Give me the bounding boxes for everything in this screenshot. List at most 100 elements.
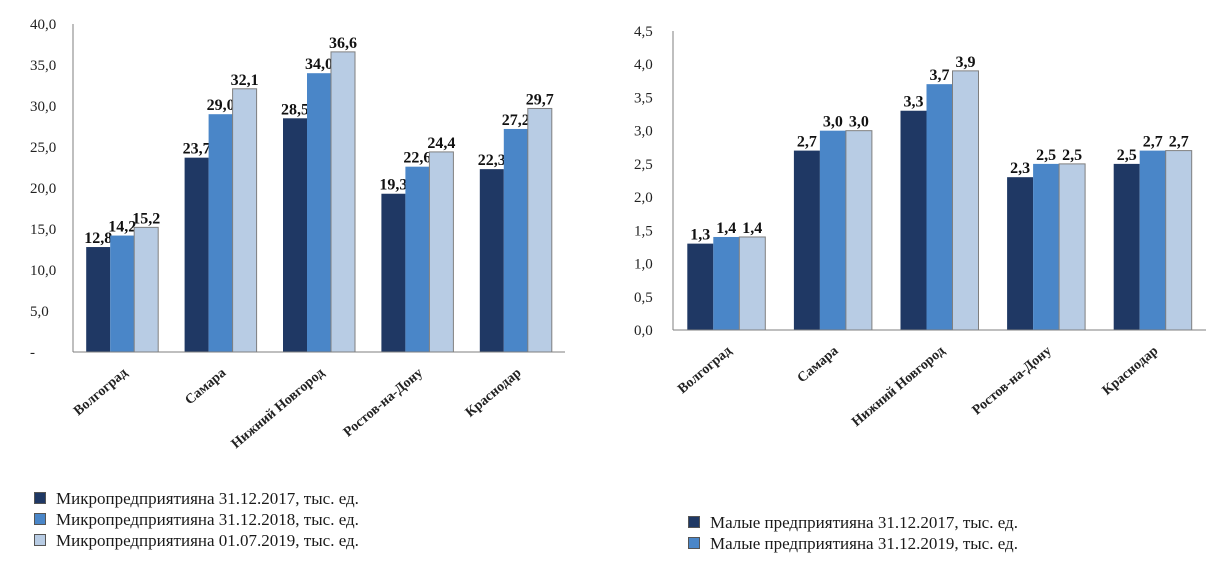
legend-swatch [688,516,700,528]
y-tick-label: - [30,345,35,361]
micro-enterprises-chart-svg: - 5,0 10,0 15,0 20,0 25,0 30,0 35,0 40,0 12,814,2… [30,17,565,452]
data-label: 3,3 [904,94,924,111]
y-tick-label: 3,0 [634,124,653,140]
micro-bar-rostov-on-don-s3 [428,151,454,353]
small-bar-volgograd-s3 [738,236,766,331]
data-label: 32,1 [231,72,259,89]
data-label: 15,2 [132,210,160,227]
small-bar-nizhny-novgorod-s3 [952,70,979,331]
small-bar-samara-s2 [819,130,846,330]
x-tick-label: Ростов-на-Дону [970,344,1055,419]
data-label: 36,6 [329,35,357,52]
micro-bar-volgograd-s2 [110,235,135,352]
small-enterprises-chart: 0,0 0,5 1,0 1,5 2,0 2,5 3,0 3,5 4,0 4,5 1,3 1,4 1,4 В… [606,0,1212,569]
small-bar-rostov-on-don-s1 [1007,177,1034,330]
data-label: 2,5 [1062,147,1082,164]
small-bar-rostov-on-don-s2 [1033,163,1060,330]
y-tick-label: 4,0 [634,57,653,73]
small-bar-krasnodar-s3 [1165,150,1193,331]
legend-swatch [688,537,700,549]
legend-label: Микропредприятияна 31.12.2017, тыс. ед. [56,489,359,508]
data-label: 34,0 [305,56,333,73]
y-tick-label: 1,0 [634,257,653,273]
data-label: 2,7 [1169,134,1189,151]
micro-bar-rostov-on-don-s1 [381,193,406,352]
x-tick-label: Волгоград [675,344,735,397]
micro-enterprises-legend: Микропредприятияна 31.12.2017, тыс. ед. … [34,488,359,551]
x-tick-label: Самара [182,366,229,409]
data-label: 19,3 [379,177,407,194]
y-tick-label: 3,5 [634,90,653,106]
small-bar-krasnodar-s1 [1113,163,1140,330]
micro-bar-krasnodar-s2 [503,128,528,352]
data-label: 2,7 [1143,134,1163,151]
data-label: 29,0 [207,97,235,114]
micro-bar-samara-s3 [232,88,258,353]
legend-item-micro-2017: Микропредприятияна 31.12.2017, тыс. ед. [34,488,359,509]
legend-item-micro-2019: Микропредприятияна 01.07.2019, тыс. ед. [34,530,359,551]
small-bar-volgograd-s2 [713,236,740,330]
small-enterprises-legend: Малые предприятияна 31.12.2017, тыс. ед.… [688,512,1018,554]
y-tick-label: 5,0 [30,304,49,320]
micro-bar-volgograd-s1 [86,247,111,352]
data-label: 27,2 [502,112,530,129]
x-tick-label: Краснодар [463,365,525,420]
y-tick-label: 1,5 [634,223,653,239]
data-label: 2,7 [797,134,817,151]
x-tick-label: Волгоград [71,366,131,419]
data-label: 1,4 [716,220,736,237]
x-tick-label: Ростов-на-Дону [341,366,426,441]
small-bar-nizhny-novgorod-s1 [900,110,927,330]
legend-swatch [34,513,46,525]
data-label: 3,0 [849,114,869,131]
data-label: 28,5 [281,101,309,118]
y-tick-label: 0,5 [634,290,653,306]
data-label: 29,7 [526,91,554,108]
data-label: 12,8 [84,230,112,247]
legend-swatch [34,534,46,546]
legend-item-micro-2018: Микропредприятияна 31.12.2018, тыс. ед. [34,509,359,530]
y-tick-label: 2,5 [634,157,653,173]
y-tick-label: 15,0 [30,222,56,238]
y-tick-label: 20,0 [30,181,56,197]
small-bar-samara-s3 [845,130,873,331]
micro-enterprises-chart: - 5,0 10,0 15,0 20,0 25,0 30,0 35,0 40,0 12,8 14,2… [0,0,600,569]
data-label: 1,4 [742,220,762,237]
data-label: 22,6 [403,150,431,167]
micro-bar-nizhny-novgorod-s1 [283,118,307,352]
micro-bar-rostov-on-don-s2 [405,166,430,352]
small-enterprises-chart-svg: 0,0 0,5 1,0 1,5 2,0 2,5 3,0 3,5 4,0 4,5 1,3 1,4 1,4 В… [634,24,1206,430]
y-tick-label: 0,0 [634,323,653,339]
data-label: 3,7 [930,67,950,84]
legend-label: Малые предприятияна 31.12.2017, тыс. ед. [710,513,1018,532]
micro-bar-samara-s1 [184,157,209,352]
legend-item-small-2017: Малые предприятияна 31.12.2017, тыс. ед. [688,512,1018,533]
x-tick-label: Нижний Новгород [229,366,328,452]
micro-bar-krasnodar-s1 [479,169,504,352]
micro-bar-krasnodar-s3 [527,107,553,353]
y-tick-label: 30,0 [30,99,56,115]
data-label: 23,7 [183,141,211,158]
data-label: 1,3 [690,227,710,244]
legend-label: Микропредприятияна 31.12.2018, тыс. ед. [56,510,359,529]
small-bar-nizhny-novgorod-s2 [926,84,953,331]
micro-bar-nizhny-novgorod-s2 [307,73,331,352]
y-tick-label: 25,0 [30,140,56,156]
x-tick-label: Самара [795,344,842,387]
small-bar-rostov-on-don-s3 [1058,163,1086,331]
micro-bar-volgograd-s3 [133,226,159,353]
data-label: 2,5 [1117,147,1137,164]
micro-bar-nizhny-novgorod-s3 [330,51,356,353]
legend-label: Микропредприятияна 01.07.2019, тыс. ед. [56,531,359,550]
data-label: 14,2 [108,219,136,236]
y-tick-label: 10,0 [30,263,56,279]
x-tick-label: Нижний Новгород [849,344,948,430]
x-tick-label: Краснодар [1100,343,1162,398]
legend-swatch [34,492,46,504]
data-label: 3,0 [823,114,843,131]
small-bar-krasnodar-s2 [1139,150,1166,330]
small-bar-samara-s1 [793,150,820,330]
y-tick-label: 2,0 [634,190,653,206]
legend-item-small-2019: Малые предприятияна 31.12.2019, тыс. ед. [688,533,1018,554]
legend-label: Малые предприятияна 31.12.2019, тыс. ед. [710,534,1018,553]
